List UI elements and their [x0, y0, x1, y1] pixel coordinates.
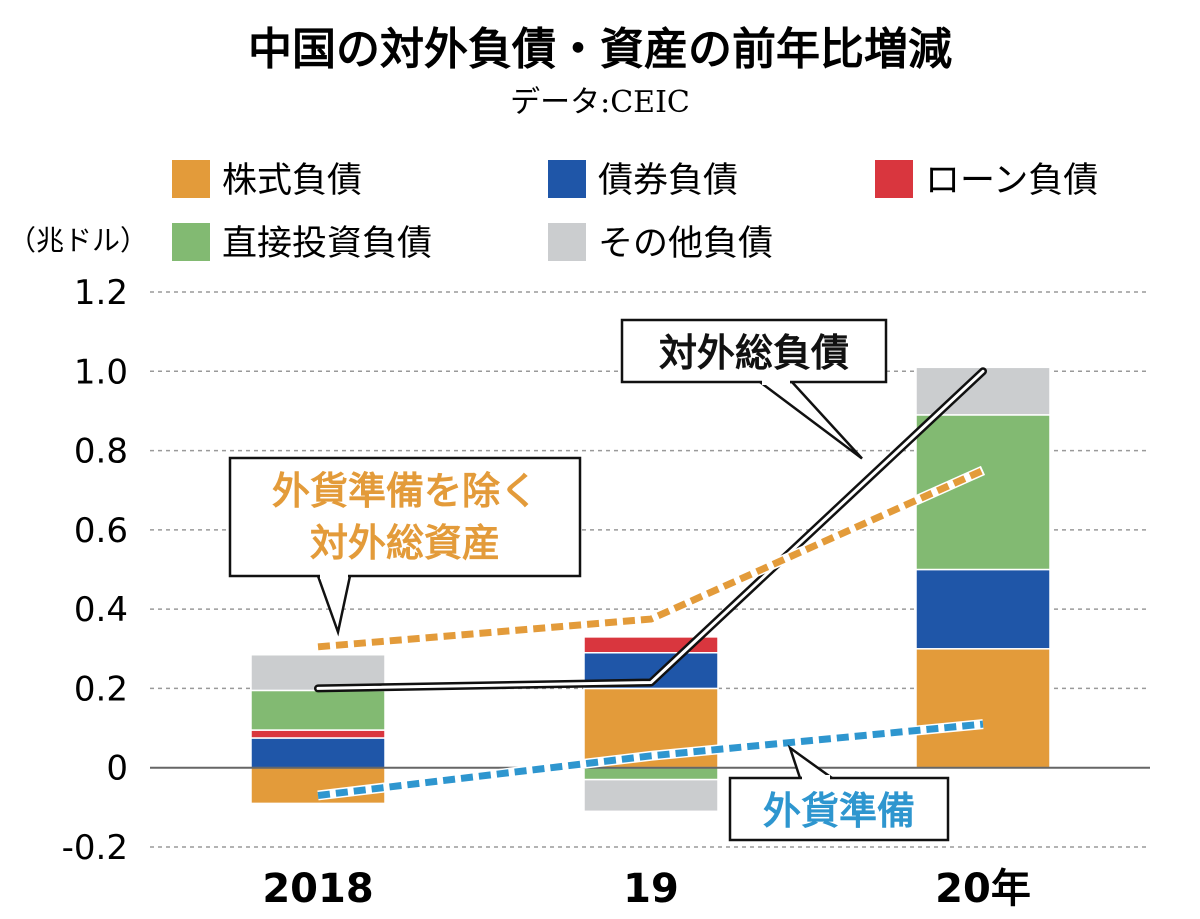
line-3 [317, 720, 984, 799]
x-tick-label: 2018 [262, 866, 373, 912]
legend-label-4: 直接投資負債 [222, 224, 432, 264]
callout-box-3 [728, 776, 950, 842]
x-tick-label: 20年 [935, 866, 1031, 912]
callout-text-1-1: 対外総負債 [659, 331, 849, 375]
callout-text-3-1: 外貨準備 [763, 789, 915, 833]
callout-box-2 [228, 456, 582, 578]
unit-label: （兆ドル） [8, 224, 148, 257]
y-axis: 1.2 1.0 0.8 0.6 0.4 0.2 0 -0.2 [62, 273, 128, 868]
y-tick-label: 1.0 [74, 352, 128, 392]
line-1 [316, 369, 985, 690]
callout-pointer-3 [787, 744, 836, 780]
callout-pointer-1 [756, 380, 863, 460]
callout-text-2-1: 外貨準備を除く [272, 469, 538, 513]
bar-segment-4-2 [583, 766, 719, 781]
callout-joint-1 [762, 379, 790, 385]
legend-label-5: その他負債 [598, 224, 773, 264]
chart-source: データ:CEIC [510, 85, 690, 120]
callout-box-1 [620, 318, 888, 384]
legend-swatch-1 [172, 160, 210, 198]
bar-segment-1-3 [915, 648, 1051, 769]
legend-label-2: 債券負債 [598, 161, 738, 201]
x-tick-label: 19 [623, 866, 679, 912]
bar-segment-4-1 [250, 689, 386, 731]
legend-swatch-4 [172, 223, 210, 261]
bar-segment-2-3 [915, 568, 1051, 650]
line-series [314, 367, 987, 801]
y-tick-label: 0.6 [74, 511, 128, 551]
bar-segment-3-1 [250, 729, 386, 739]
legend-swatch-2 [548, 160, 586, 198]
y-tick-label: -0.2 [62, 828, 128, 868]
y-tick-label: 0.8 [74, 432, 128, 472]
callout-joint-2 [320, 573, 348, 579]
y-tick-label: 0.2 [74, 669, 128, 709]
chart-title: 中国の対外負債・資産の前年比増減 [248, 24, 952, 75]
legend-label-1: 株式負債 [222, 161, 362, 201]
callout-text-2-2: 対外総資産 [310, 521, 500, 565]
y-tick-label: 0.4 [74, 590, 128, 630]
legend-label-3: ローン負債 [925, 161, 1098, 201]
y-tick-label: 0 [106, 749, 128, 789]
bars [250, 366, 1051, 813]
bar-segment-2-1 [250, 737, 386, 769]
legend-swatch-3 [875, 160, 913, 198]
legend-swatch-5 [548, 223, 586, 261]
x-axis: 2018 19 20年 [262, 866, 1031, 912]
bar-segment-5-2 [583, 778, 719, 813]
line-2 [317, 467, 985, 651]
y-tick-label: 1.2 [74, 273, 128, 313]
callout-joint-3 [802, 775, 830, 781]
callout-pointer-2 [316, 574, 352, 637]
